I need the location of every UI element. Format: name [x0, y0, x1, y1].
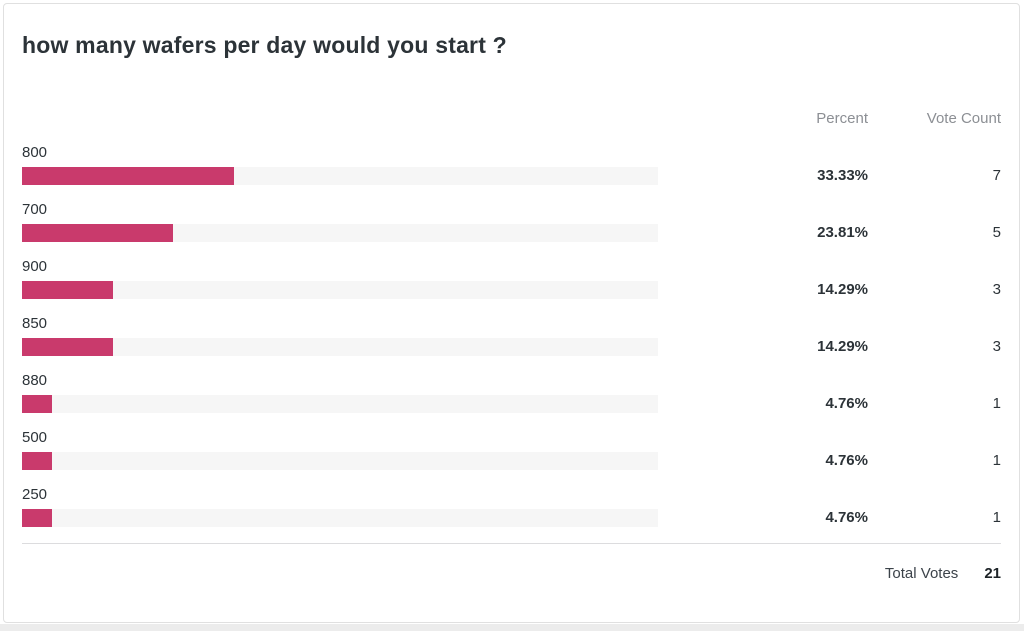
- answer-percent: 4.76%: [825, 452, 868, 469]
- total-divider: [22, 543, 1001, 544]
- total-votes-row: Total Votes 21: [22, 565, 1001, 583]
- poll-results-card: how many wafers per day would you start …: [3, 3, 1020, 623]
- answer-bar-track: [22, 167, 658, 185]
- answer-bar-fill: [22, 452, 53, 470]
- answer-block: 880: [22, 372, 658, 413]
- answer-bar-track: [22, 338, 658, 356]
- column-header-row: Percent Vote Count: [22, 111, 1001, 127]
- answer-vote-count: 1: [992, 509, 1001, 526]
- answer-bar-track: [22, 395, 658, 413]
- poll-answer-row: 900 14.29% 3: [22, 258, 1001, 299]
- total-votes-value: 21: [984, 565, 1001, 582]
- answer-percent: 4.76%: [825, 395, 868, 412]
- answer-bar-fill: [22, 224, 174, 242]
- answer-percent: 4.76%: [825, 509, 868, 526]
- poll-answer-row: 880 4.76% 1: [22, 372, 1001, 413]
- poll-answer-row: 700 23.81% 5: [22, 201, 1001, 242]
- answer-block: 700: [22, 201, 658, 242]
- answer-block: 500: [22, 429, 658, 470]
- answer-label: 900: [22, 258, 48, 275]
- answer-label: 700: [22, 201, 48, 218]
- answer-vote-count: 7: [992, 167, 1001, 184]
- answer-vote-count: 3: [992, 281, 1001, 298]
- answer-block: 800: [22, 144, 658, 185]
- answer-label: 500: [22, 429, 48, 446]
- answer-bar-fill: [22, 338, 113, 356]
- answer-percent: 23.81%: [817, 224, 868, 241]
- answer-block: 850: [22, 315, 658, 356]
- answer-percent: 14.29%: [817, 281, 868, 298]
- percent-column-header: Percent: [816, 110, 868, 127]
- answer-bar-fill: [22, 167, 234, 185]
- total-votes-label: Total Votes: [884, 565, 959, 582]
- answer-label: 880: [22, 372, 48, 389]
- answer-label: 800: [22, 144, 48, 161]
- answer-vote-count: 1: [992, 395, 1001, 412]
- poll-answer-row: 800 33.33% 7: [22, 144, 1001, 185]
- poll-answer-rows: 800 33.33% 7 700 23.81% 5 900 14.29% 3: [22, 144, 1001, 527]
- vote-count-column-header: Vote Count: [926, 110, 1001, 127]
- answer-bar-track: [22, 281, 658, 299]
- poll-answer-row: 850 14.29% 3: [22, 315, 1001, 356]
- answer-bar-track: [22, 509, 658, 527]
- answer-vote-count: 1: [992, 452, 1001, 469]
- answer-percent: 33.33%: [817, 167, 868, 184]
- poll-question: how many wafers per day would you start …: [22, 32, 507, 58]
- answer-bar-track: [22, 224, 658, 242]
- answer-bar-fill: [22, 281, 113, 299]
- answer-vote-count: 5: [992, 224, 1001, 241]
- answer-percent: 14.29%: [817, 338, 868, 355]
- poll-answer-row: 250 4.76% 1: [22, 486, 1001, 527]
- answer-bar-fill: [22, 395, 53, 413]
- answer-bar-fill: [22, 509, 53, 527]
- answer-label: 250: [22, 486, 48, 503]
- answer-bar-track: [22, 452, 658, 470]
- poll-answer-row: 500 4.76% 1: [22, 429, 1001, 470]
- answer-label: 850: [22, 315, 48, 332]
- answer-vote-count: 3: [992, 338, 1001, 355]
- answer-block: 250: [22, 486, 658, 527]
- answer-block: 900: [22, 258, 658, 299]
- page-background-strip: [0, 624, 1024, 631]
